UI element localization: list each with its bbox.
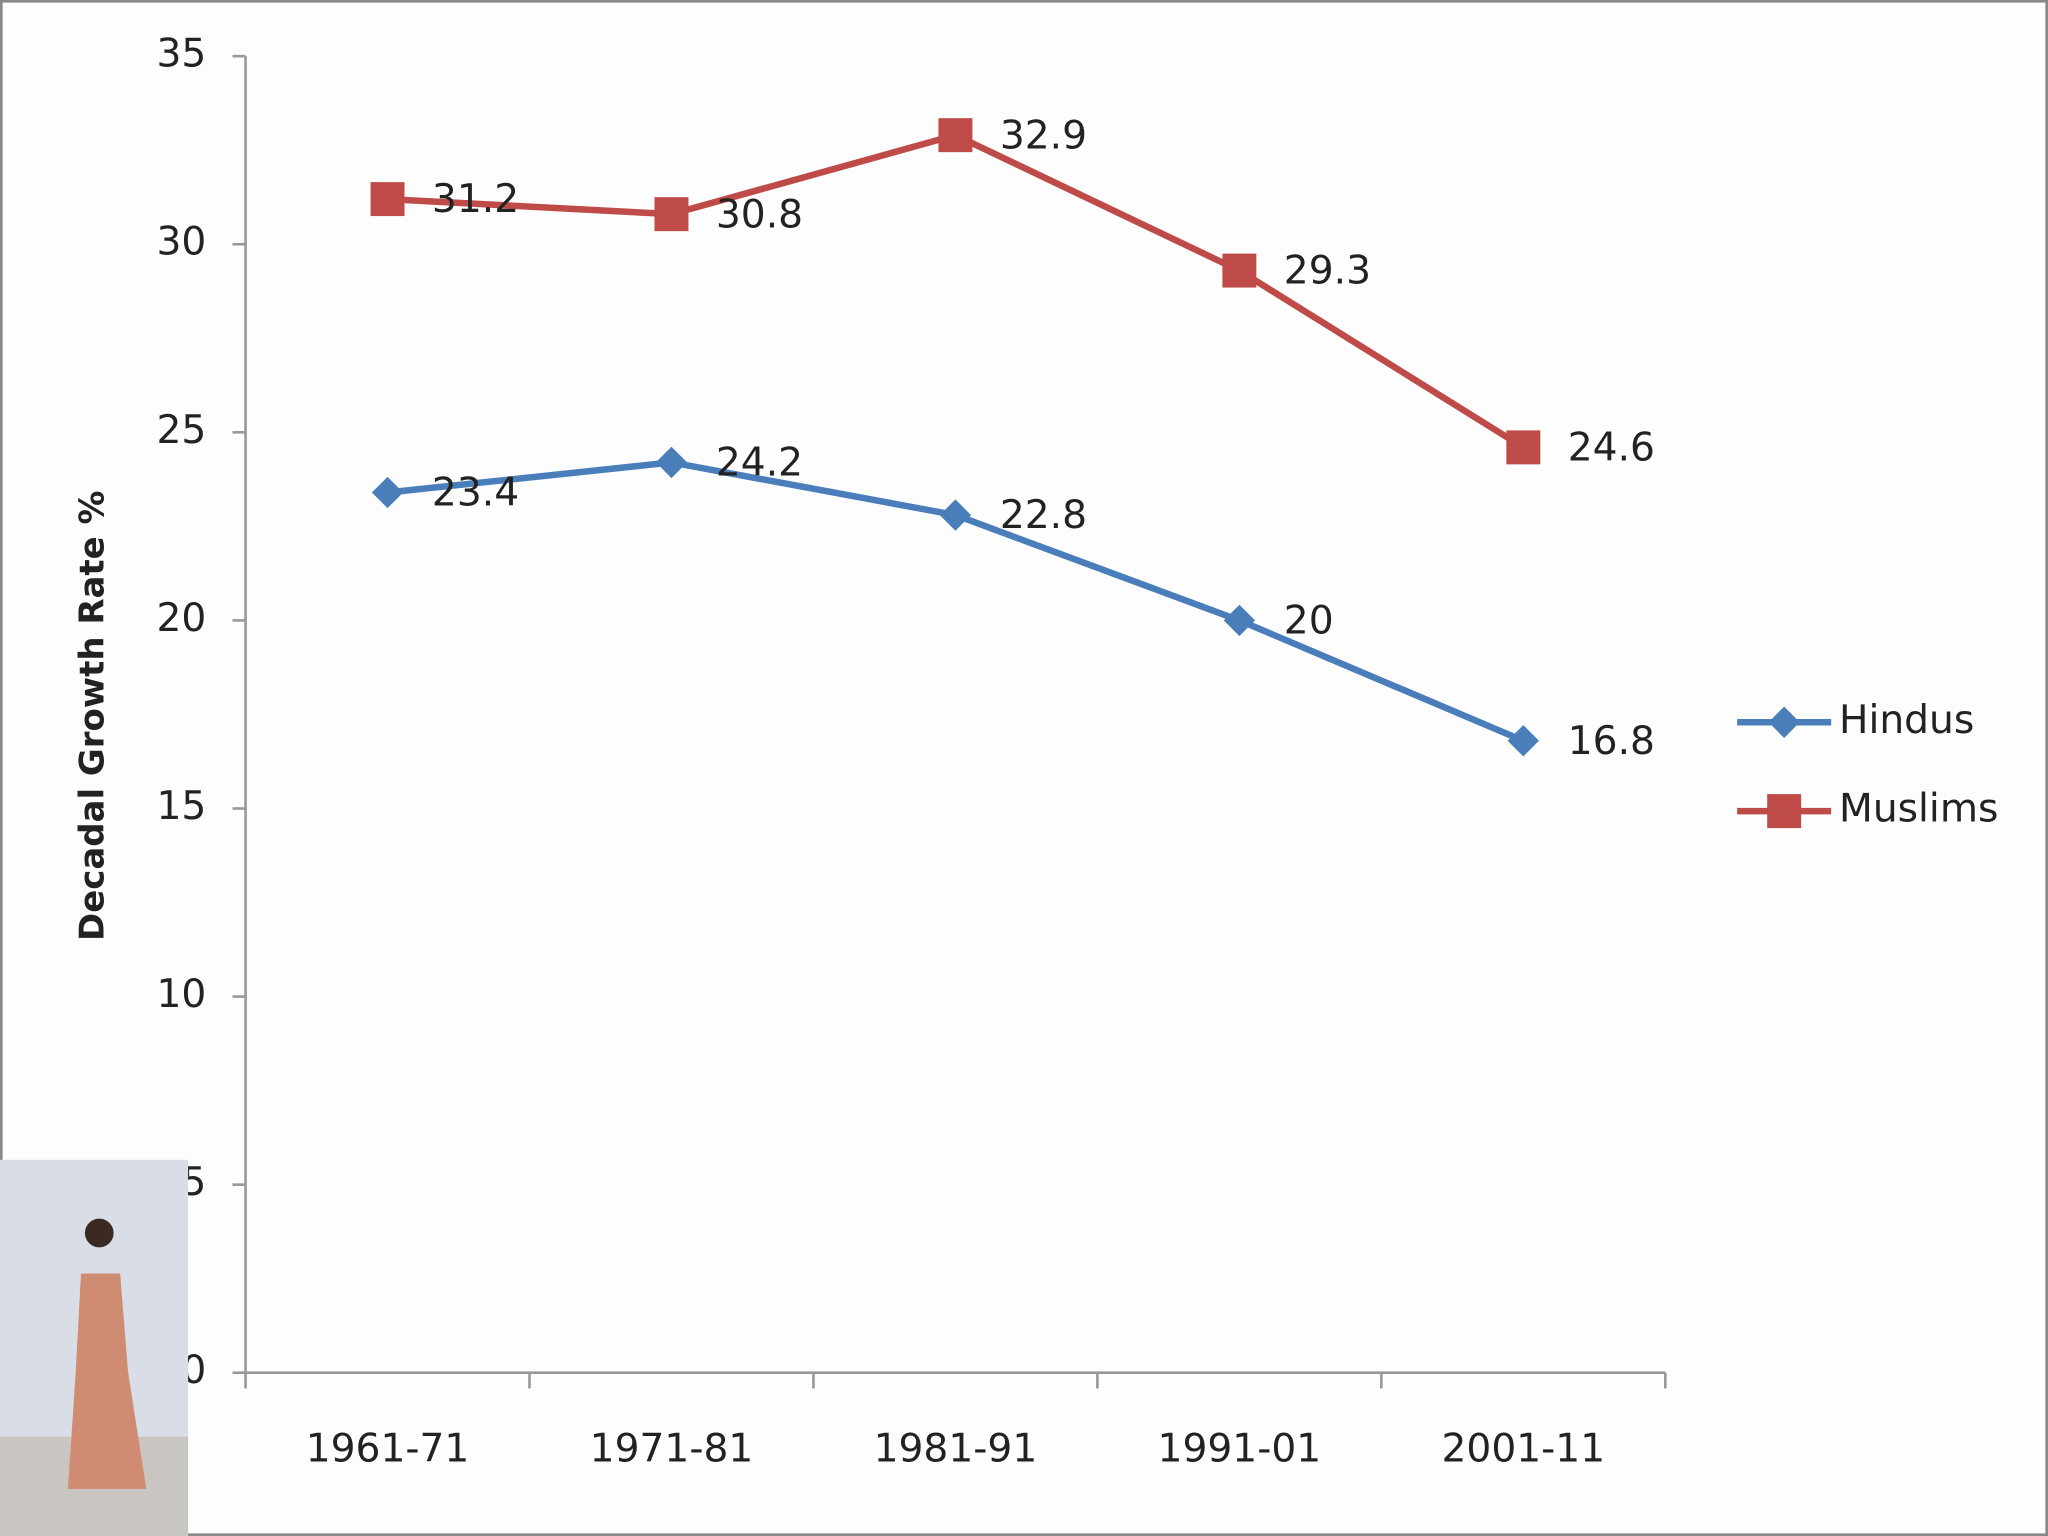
data-point (654, 197, 689, 232)
legend-label: Hindus (1839, 698, 1974, 743)
y-tick-label: 35 (157, 32, 207, 77)
data-point (370, 182, 405, 217)
y-tick-label: 25 (157, 408, 207, 453)
presenter-photo (0, 1159, 189, 1536)
y-axis-title: Decadal Growth Rate % (73, 491, 113, 941)
data-label: 29.3 (1284, 249, 1371, 294)
y-tick-label: 15 (157, 784, 207, 829)
y-tick-label: 30 (157, 220, 207, 265)
x-tick-label: 2001-11 (1441, 1427, 1605, 1472)
data-label: 24.6 (1568, 425, 1655, 470)
data-label: 23.4 (432, 471, 519, 516)
data-label: 30.8 (716, 192, 803, 237)
data-point (1223, 604, 1256, 637)
data-point (938, 118, 973, 153)
data-point (371, 476, 404, 509)
data-label: 31.2 (432, 177, 519, 222)
legend-marker (1767, 794, 1802, 829)
data-label: 22.8 (1000, 493, 1087, 538)
x-tick-label: 1971-81 (590, 1427, 754, 1472)
data-label: 24.2 (716, 441, 803, 486)
data-point (1222, 253, 1257, 288)
data-label: 16.8 (1568, 719, 1655, 764)
legend: Hindus Muslims (1737, 698, 1998, 832)
x-tick-label: 1961-71 (306, 1427, 470, 1472)
photo-figure (67, 1273, 147, 1489)
data-point (1506, 430, 1541, 465)
legend-label: Muslims (1839, 787, 1998, 832)
data-label: 20 (1284, 599, 1334, 644)
y-tick-label: 10 (157, 972, 207, 1017)
data-label: 32.9 (1000, 113, 1087, 158)
legend-marker (1768, 706, 1800, 738)
x-tick-label: 1991-01 (1158, 1427, 1322, 1472)
x-tick-label: 1981-91 (874, 1427, 1038, 1472)
y-tick-label: 20 (157, 596, 207, 641)
photo-head (84, 1218, 114, 1248)
data-point (655, 446, 688, 479)
data-point (1507, 725, 1540, 757)
